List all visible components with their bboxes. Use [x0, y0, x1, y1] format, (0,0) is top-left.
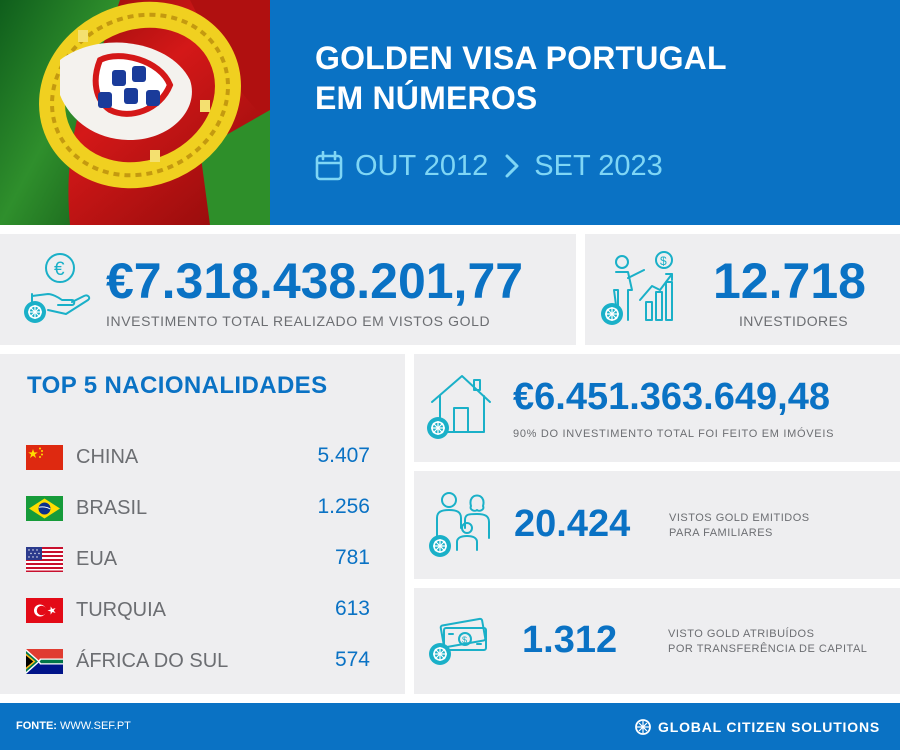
brazil-flag-icon [26, 496, 63, 521]
period-start: OUT 2012 [355, 149, 489, 182]
family-visas-caption: VISTOS GOLD EMITIDOS PARA FAMILIARES [669, 511, 810, 541]
nationality-count: 613 [334, 597, 370, 620]
investor-chart-icon: $ [601, 251, 673, 325]
svg-text:€: € [54, 259, 65, 280]
caption-line-2: PARA FAMILIARES [669, 527, 773, 539]
usa-flag-icon [26, 547, 63, 572]
source-label: FONTE: [16, 720, 57, 732]
caption-line-1: VISTO GOLD ATRIBUÍDOS [668, 628, 815, 640]
top-nationalities-card [0, 354, 405, 694]
nationality-row-china: CHINA 5.407 [26, 444, 370, 470]
nationality-row-south-africa: ÁFRICA DO SUL 574 [26, 648, 370, 674]
title-line-2: EM NÚMEROS [315, 80, 538, 116]
south-africa-flag-icon [26, 649, 63, 674]
capital-transfer-caption: VISTO GOLD ATRIBUÍDOS POR TRANSFERÊNCIA … [668, 627, 867, 657]
house-icon [427, 375, 491, 439]
china-flag-icon [26, 445, 63, 470]
capital-transfer-card [414, 588, 900, 694]
svg-text:$: $ [660, 254, 667, 268]
brand-name: GLOBAL CITIZEN SOLUTIONS [658, 719, 880, 735]
banknote-icon: $ [429, 617, 487, 665]
total-investment-card [0, 234, 576, 345]
nationality-count: 781 [334, 546, 370, 569]
nationality-count: 574 [334, 648, 370, 671]
family-visas-value: 20.424 [514, 503, 631, 545]
page-title: GOLDEN VISA PORTUGAL EM NÚMEROS [315, 38, 727, 118]
header-banner: GOLDEN VISA PORTUGAL EM NÚMEROS OUT 2012… [270, 0, 900, 225]
brand-logo-icon [635, 719, 651, 735]
total-investment-caption: INVESTIMENTO TOTAL REALIZADO EM VISTOS G… [106, 313, 491, 329]
nationality-row-usa: EUA 781 [26, 546, 370, 572]
source-link[interactable]: WWW.SEF.PT [60, 720, 131, 732]
nationality-count: 1.256 [317, 495, 370, 518]
nationality-row-turkey: TURQUIA 613 [26, 597, 370, 623]
real-estate-value: €6.451.363.649,48 [513, 376, 830, 418]
nationality-row-brazil: BRASIL 1.256 [26, 495, 370, 521]
caption-line-1: VISTOS GOLD EMITIDOS [669, 512, 810, 524]
total-investment-value: €7.318.438.201,77 [106, 253, 524, 309]
real-estate-caption: 90% DO INVESTIMENTO TOTAL FOI FEITO EM I… [513, 428, 835, 440]
nationality-name: CHINA [76, 446, 139, 468]
investors-value: 12.718 [713, 253, 866, 309]
top-nationalities-title: TOP 5 NACIONALIDADES [27, 372, 328, 399]
footer-bar: FONTE: WWW.SEF.PT GLOBAL CITIZEN SOLUTIO… [0, 703, 900, 750]
nationality-name: ÁFRICA DO SUL [76, 650, 229, 672]
chevron-right-icon [505, 154, 519, 178]
portugal-flag-photo [0, 0, 270, 225]
nationality-name: TURQUIA [76, 599, 166, 621]
euro-coin-hand-icon: € [24, 253, 91, 323]
investors-card [585, 234, 900, 345]
period-end: SET 2023 [534, 149, 663, 182]
nationality-name: EUA [76, 548, 118, 570]
source-note: FONTE: WWW.SEF.PT [16, 720, 131, 732]
caption-line-2: POR TRANSFERÊNCIA DE CAPITAL [668, 643, 868, 655]
calendar-icon [315, 151, 343, 181]
nationality-count: 5.407 [317, 444, 370, 467]
brand: GLOBAL CITIZEN SOLUTIONS [635, 718, 880, 736]
nationality-name: BRASIL [76, 497, 148, 519]
turkey-flag-icon [26, 598, 63, 623]
family-icon [429, 492, 490, 557]
investors-caption: INVESTIDORES [739, 313, 849, 329]
family-visas-card [414, 471, 900, 579]
svg-text:$: $ [462, 635, 467, 645]
period-range: OUT 2012 SET 2023 [315, 146, 663, 186]
capital-transfer-value: 1.312 [522, 619, 618, 661]
real-estate-card [414, 354, 900, 462]
title-line-1: GOLDEN VISA PORTUGAL [315, 40, 727, 76]
